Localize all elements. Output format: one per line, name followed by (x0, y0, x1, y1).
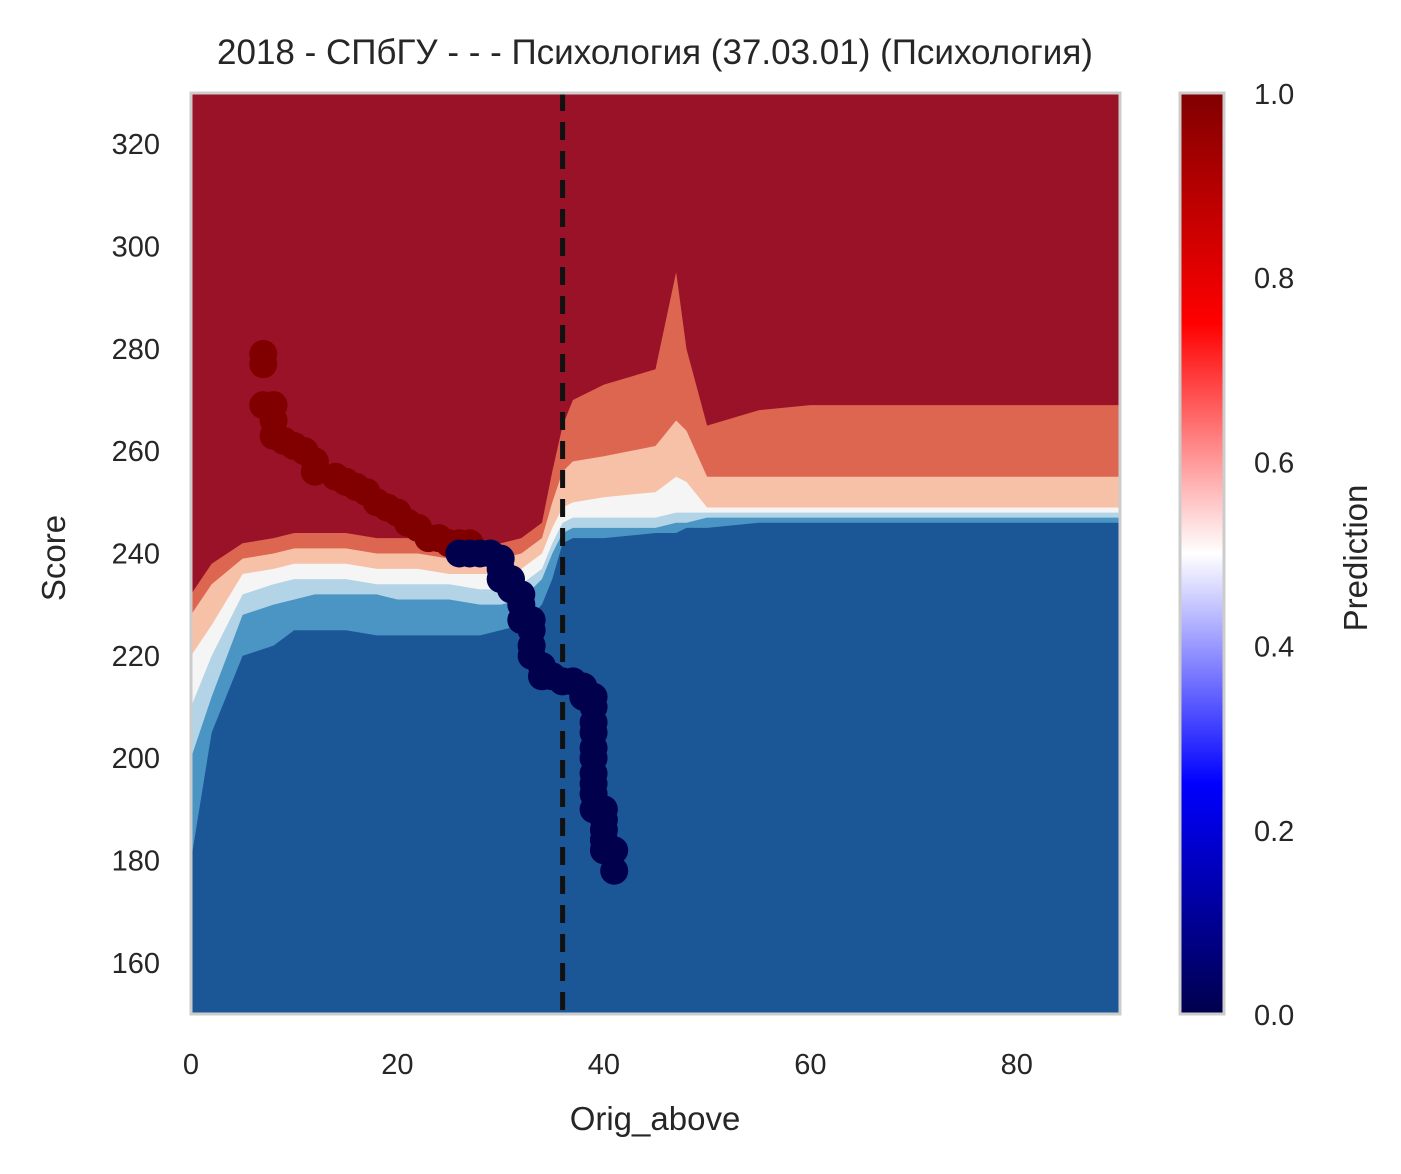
y-tick-label: 260 (112, 436, 160, 468)
colorbar-tick-label: 0.0 (1254, 1000, 1294, 1032)
colorbar-tick-label: 0.4 (1254, 632, 1294, 664)
chart-title: 2018 - СПбГУ - - - Психология (37.03.01)… (217, 33, 1093, 72)
scatter-point-1 (600, 836, 629, 865)
colorbar-tick-label: 0.8 (1254, 263, 1294, 295)
colorbar-tick-label: 0.2 (1254, 816, 1294, 848)
y-tick-label: 180 (112, 846, 160, 878)
x-tick-label: 80 (1001, 1049, 1033, 1081)
y-tick-label: 240 (112, 539, 160, 571)
x-tick-label: 40 (588, 1049, 620, 1081)
x-tick-label: 20 (381, 1049, 413, 1081)
contour-band-0 (191, 522, 1120, 1014)
colorbar-tick-label: 0.6 (1254, 447, 1294, 479)
x-tick-label: 60 (794, 1049, 826, 1081)
colorbar (1178, 91, 1226, 1016)
plot-area (191, 93, 1120, 1014)
y-tick-label: 160 (112, 948, 160, 980)
colorbar-label: Prediction (1337, 485, 1374, 632)
y-tick-label: 320 (112, 129, 160, 161)
y-tick-label: 280 (112, 334, 160, 366)
scatter-point-1 (600, 856, 629, 885)
colorbar-tick-label: 1.0 (1254, 79, 1294, 111)
y-tick-label: 220 (112, 641, 160, 673)
y-tick-label: 200 (112, 743, 160, 775)
scatter-point-0 (249, 350, 278, 379)
x-axis-label: Orig_above (570, 1100, 741, 1137)
x-tick-label: 0 (183, 1049, 199, 1081)
y-tick-label: 300 (112, 232, 160, 264)
y-axis-label: Score (35, 515, 72, 601)
plot-frame (189, 91, 1122, 1016)
